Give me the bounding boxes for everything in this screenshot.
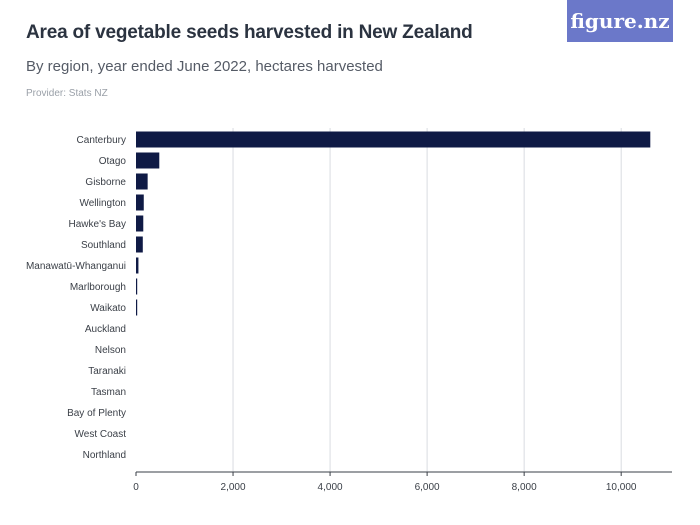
bar[interactable] [136,278,138,295]
chart-subtitle: By region, year ended June 2022, hectare… [26,58,383,75]
provider-note: Provider: Stats NZ [26,88,108,99]
category-label: Bay of Plenty [67,408,126,419]
bar[interactable] [136,152,160,169]
x-tick-label: 0 [133,482,139,493]
x-tick-label: 10,000 [606,482,637,493]
category-label: Hawke's Bay [69,219,127,230]
category-label: Otago [99,156,127,167]
x-tick-label: 6,000 [415,482,440,493]
x-tick-label: 2,000 [221,482,246,493]
bar[interactable] [136,299,138,316]
category-label: Waikato [90,303,126,314]
bar[interactable] [136,173,148,190]
category-label: West Coast [75,429,127,440]
bar[interactable] [136,194,144,211]
category-label: Marlborough [70,282,126,293]
category-label: Nelson [95,345,126,356]
category-label: Tasman [91,387,126,398]
x-axis-ticks: 0 2,000 4,000 6,000 8,000 10,000 [133,472,637,493]
category-label: Auckland [85,324,126,335]
bars [136,131,651,316]
category-label: Northland [83,450,126,461]
category-label: Canterbury [77,135,126,146]
category-label: Gisborne [85,177,126,188]
bar[interactable] [136,131,651,148]
category-label: Manawatū-Whanganui [26,261,126,272]
category-label: Taranaki [88,366,126,377]
x-tick-label: 8,000 [512,482,537,493]
chart-title: Area of vegetable seeds harvested in New… [26,22,473,43]
category-label: Wellington [79,198,126,209]
bar[interactable] [136,236,143,253]
figure-nz-logo[interactable]: figure.nz [567,0,673,42]
category-label: Southland [81,240,126,251]
x-tick-label: 4,000 [318,482,343,493]
bar[interactable] [136,257,139,274]
category-labels: Canterbury Otago Gisborne Wellington Hawke's… [26,135,126,461]
bar[interactable] [136,215,144,232]
grid-lines [232,128,622,472]
